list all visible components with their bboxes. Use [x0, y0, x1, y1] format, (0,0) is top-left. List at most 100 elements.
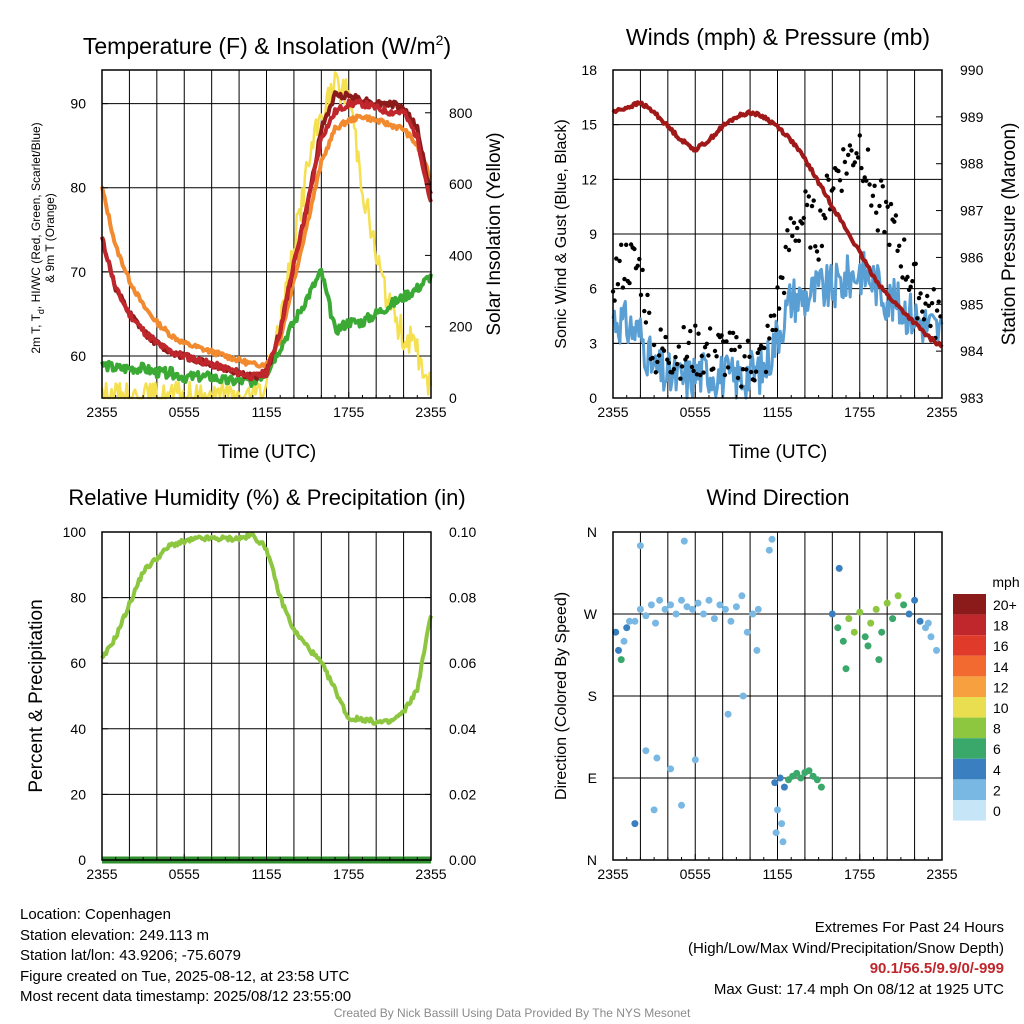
gust-point	[781, 290, 787, 296]
gust-point	[745, 338, 751, 343]
gust-point	[926, 303, 931, 308]
gust-point	[693, 323, 698, 328]
gust-point	[877, 203, 882, 209]
gust-point	[916, 295, 922, 301]
gust-point	[801, 215, 806, 221]
humidity-grid	[102, 532, 431, 860]
speed-legend-swatch	[953, 635, 986, 656]
direction-point	[845, 615, 853, 623]
direction-point	[793, 769, 801, 777]
y2-tick-label: 990	[960, 62, 984, 78]
y2-tick-label: 987	[960, 203, 984, 219]
speed-legend-label: 10	[993, 700, 1009, 716]
gust-point	[788, 216, 793, 221]
gust-point	[647, 310, 652, 315]
gust-point	[872, 183, 877, 188]
direction-ylabel-left: Direction (Colored By Speed)	[553, 592, 570, 800]
direction-point	[667, 601, 675, 609]
gust-point	[883, 199, 889, 205]
gust-point	[882, 229, 887, 235]
gust-point	[869, 203, 874, 208]
direction-point	[753, 646, 761, 654]
temperature-xlabel: Time (UTC)	[218, 442, 317, 463]
x-tick-label: 1755	[844, 404, 875, 420]
gust-point	[702, 345, 708, 350]
y-tick-label: 12	[581, 171, 597, 187]
gust-point	[632, 246, 637, 252]
gust-point	[732, 347, 737, 353]
direction-point	[620, 637, 628, 645]
station-elevation: Station elevation: 249.113 m	[20, 926, 210, 944]
gust-point	[645, 292, 650, 298]
direction-point	[636, 605, 644, 613]
y-tick-label: 40	[70, 721, 86, 737]
direction-point	[691, 756, 699, 764]
direction-point	[797, 774, 805, 782]
gust-point	[678, 376, 683, 381]
direction-point	[631, 617, 639, 625]
winds-series	[610, 100, 944, 400]
gust-point	[765, 323, 770, 328]
winds-ylabel-left: Sonic Wind & Gust (Blue, Black)	[553, 119, 570, 348]
y2-tick-label: 989	[960, 109, 984, 125]
y2-tick-label: 600	[449, 176, 473, 192]
gust-point	[936, 299, 941, 304]
direction-point	[765, 546, 773, 554]
temperature-grid	[102, 70, 431, 398]
gust-point	[689, 364, 695, 370]
gust-point	[862, 175, 867, 180]
speed-legend-swatch	[953, 758, 986, 780]
x-tick-label: 1755	[333, 404, 364, 420]
gust-point	[655, 359, 660, 365]
gust-point	[729, 347, 734, 353]
gust-point	[824, 173, 830, 178]
gust-point	[727, 330, 732, 335]
gust-point	[864, 178, 869, 183]
direction-point	[642, 747, 650, 755]
direction-point	[772, 829, 780, 837]
direction-point	[678, 801, 685, 809]
gust-point	[622, 276, 627, 282]
humidity-title: Relative Humidity (%) & Precipitation (i…	[68, 485, 465, 510]
gust-point	[785, 228, 790, 233]
y2-tick-label: 0.02	[449, 786, 476, 802]
gust-point	[793, 238, 798, 243]
direction-point	[911, 596, 919, 604]
direction-point	[661, 605, 669, 613]
gust-point	[737, 344, 742, 349]
gust-point	[749, 369, 754, 375]
gust-point	[711, 366, 716, 371]
gust-point	[734, 335, 739, 340]
extremes-title: Extremes For Past 24 Hours	[814, 919, 1004, 936]
direction-point	[864, 642, 872, 650]
direction-point	[615, 646, 622, 654]
direction-point	[656, 596, 664, 604]
direction-point	[743, 628, 751, 636]
gust-point	[915, 316, 920, 321]
direction-point	[739, 692, 747, 700]
gust-point	[780, 275, 785, 280]
gust-point	[808, 245, 813, 250]
gust-point	[670, 370, 675, 375]
gust-point	[806, 194, 811, 199]
speed-legend-label: 6	[993, 741, 1001, 757]
speed-legend-swatch	[953, 717, 986, 739]
temperature-panel: Temperature (F) & Insolation (W/m2) 2355…	[29, 32, 505, 463]
gust-point	[640, 267, 645, 273]
x-tick-label: 1155	[251, 866, 281, 882]
speed-legend-swatch	[953, 614, 986, 636]
gust-point	[701, 370, 706, 375]
direction-point	[626, 617, 633, 625]
gust-point	[730, 330, 736, 336]
gust-point	[796, 238, 802, 243]
direction-point	[694, 599, 702, 607]
direction-point	[878, 628, 886, 636]
direction-point	[667, 765, 675, 773]
y-tick-label: 3	[589, 335, 597, 351]
gust-point	[614, 256, 619, 261]
y-tick-label: S	[588, 688, 597, 704]
x-tick-label: 2355	[926, 866, 957, 882]
direction-point	[894, 592, 902, 600]
direction-point	[642, 612, 650, 620]
x-tick-label: 1155	[762, 404, 792, 420]
